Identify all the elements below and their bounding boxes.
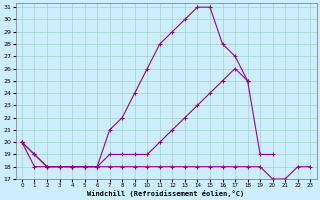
X-axis label: Windchill (Refroidissement éolien,°C): Windchill (Refroidissement éolien,°C) — [87, 190, 245, 197]
